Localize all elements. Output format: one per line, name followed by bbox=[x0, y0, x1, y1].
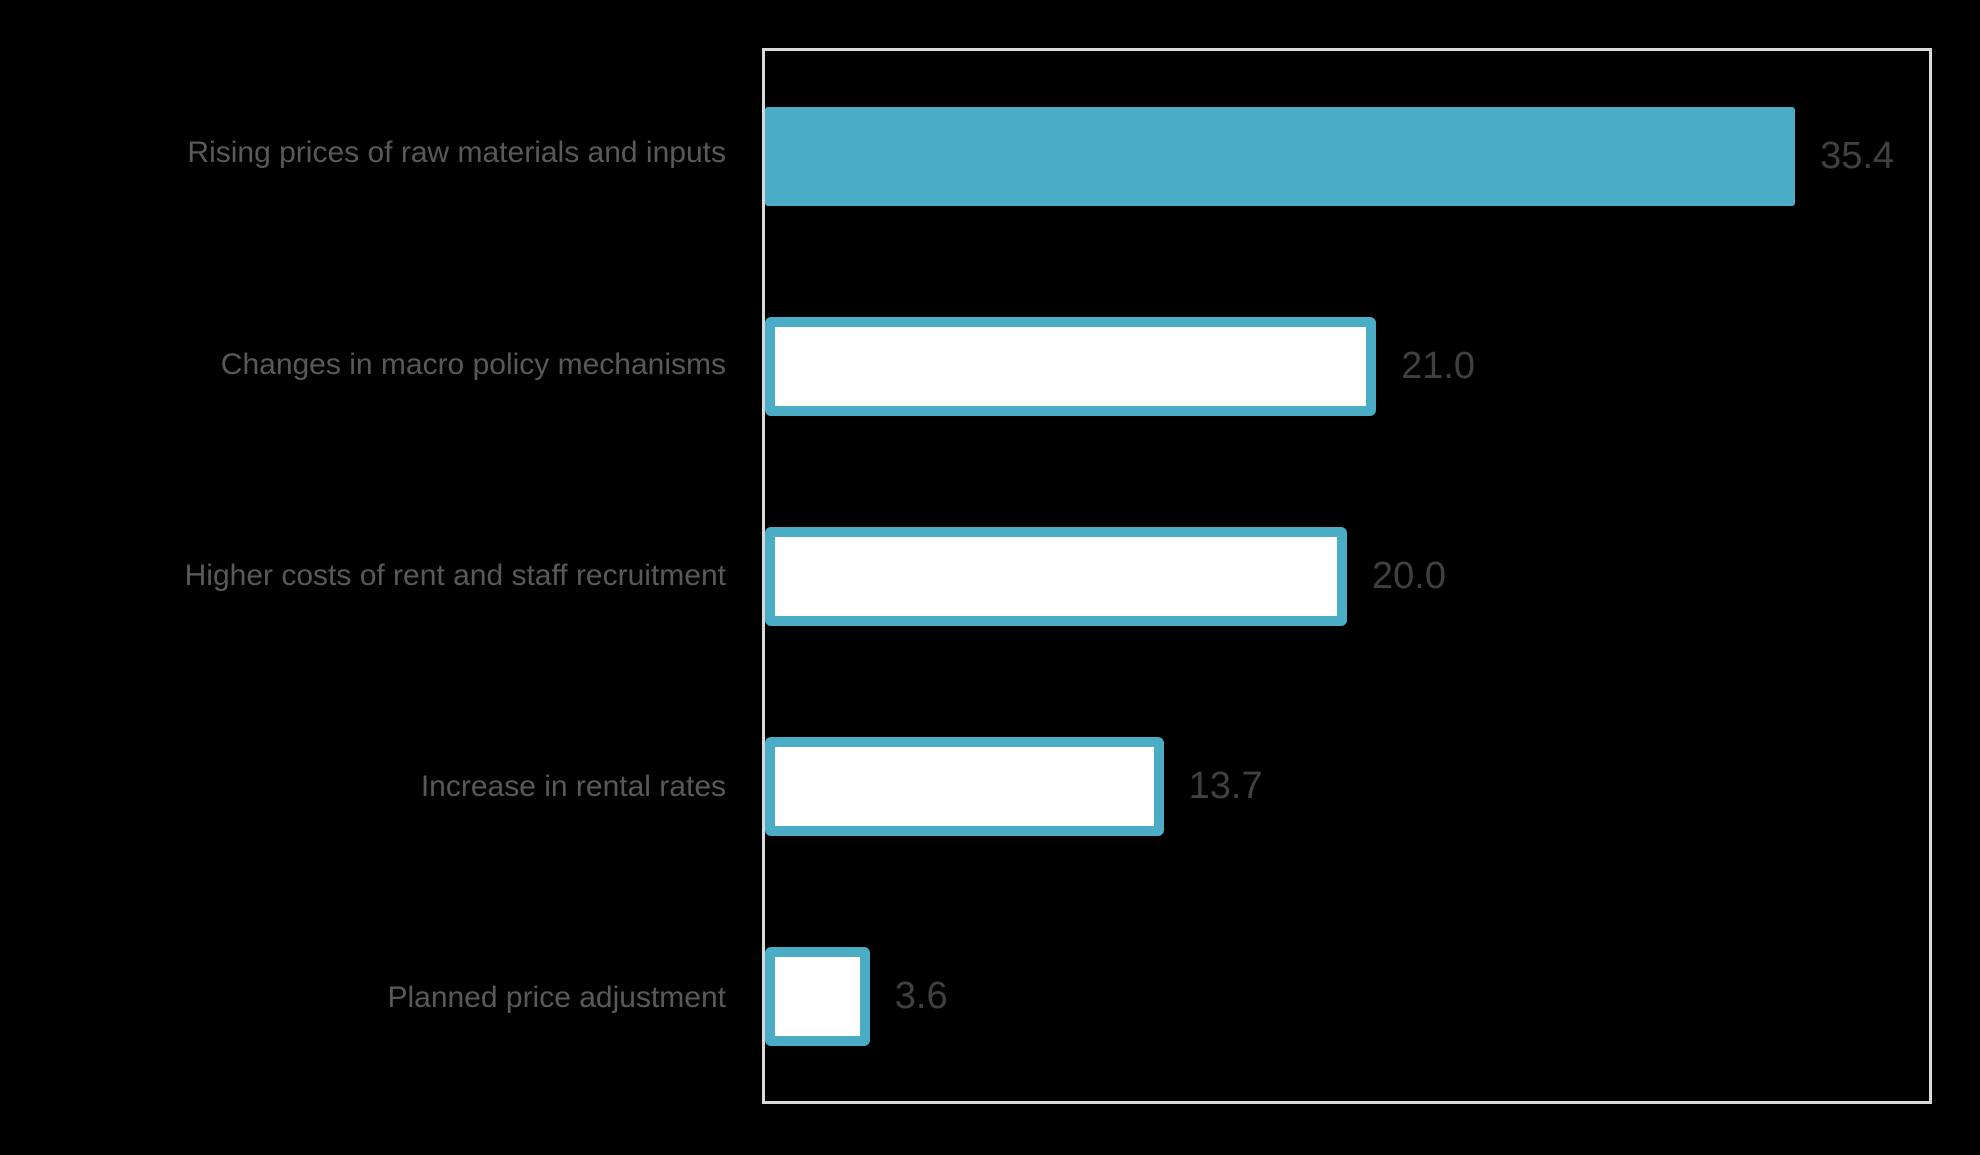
category-label: Planned price adjustment bbox=[387, 981, 726, 1015]
value-label: 3.6 bbox=[894, 974, 948, 1017]
plot-area: 35.4 21.0 20.0 13.7 3.6 bbox=[762, 48, 1932, 1104]
bar bbox=[765, 736, 1164, 836]
category-label: Higher costs of rent and staff recruitme… bbox=[184, 558, 726, 592]
value-label: 35.4 bbox=[1820, 134, 1895, 177]
category-label: Changes in macro policy mechanisms bbox=[220, 347, 726, 381]
bar bbox=[765, 106, 1796, 206]
bar bbox=[765, 316, 1377, 416]
category-label: Rising prices of raw materials and input… bbox=[187, 136, 726, 170]
category-label: Increase in rental rates bbox=[420, 769, 726, 803]
bar bbox=[765, 946, 870, 1046]
bar-row: 35.4 bbox=[765, 51, 1929, 261]
bar-row: 21.0 bbox=[765, 261, 1929, 471]
value-label: 21.0 bbox=[1401, 344, 1476, 387]
category-axis-labels: Rising prices of raw materials and input… bbox=[0, 48, 726, 1104]
bar bbox=[765, 526, 1347, 626]
value-label: 20.0 bbox=[1372, 554, 1446, 597]
bar-row: 13.7 bbox=[765, 681, 1929, 891]
value-label: 13.7 bbox=[1188, 764, 1263, 807]
bar-row: 3.6 bbox=[765, 891, 1929, 1101]
bar-row: 20.0 bbox=[765, 471, 1929, 681]
